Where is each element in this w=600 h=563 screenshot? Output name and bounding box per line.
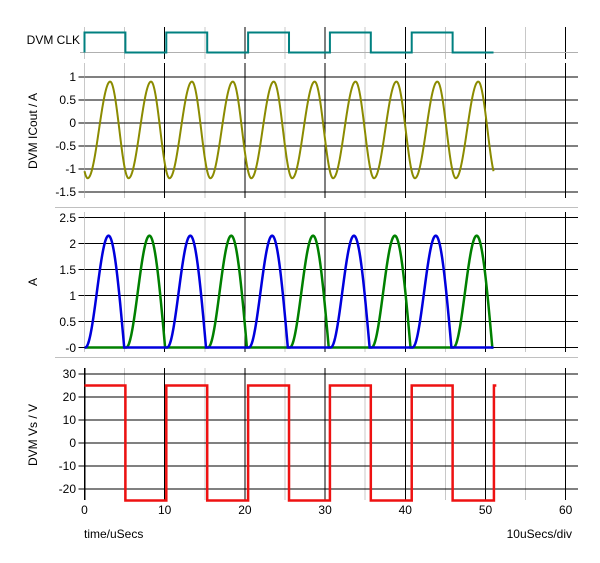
y-tick-label-a: 1.5 [59, 262, 76, 277]
y-tick-label-icout: 0 [69, 116, 76, 130]
clk-waveform [83, 31, 494, 54]
y-tick-label-icout: 1 [69, 70, 76, 84]
x-tick-label: 30 [318, 503, 332, 517]
y-tick-label-a: 1 [69, 288, 76, 303]
x-tick-label: 0 [81, 503, 88, 517]
plot-area-vs[interactable] [85, 368, 578, 500]
x-axis-scale-per-div: 10uSecs/div [506, 527, 572, 541]
y-tick-label-vs: 0 [69, 436, 76, 450]
y-tick-label-vs: -10 [58, 459, 76, 473]
y-tick-label-a: -0 [65, 340, 76, 355]
y-tick-label-vs: 20 [62, 390, 76, 404]
icout-waveform [83, 80, 495, 180]
plot-hit-areas [85, 27, 578, 500]
x-tick-label: 10 [158, 503, 172, 517]
x-tick-label: 60 [559, 503, 573, 517]
x-tick-label: 50 [478, 503, 493, 517]
plot-area-clk[interactable] [85, 27, 578, 59]
y-tick-label-icout: -1.5 [55, 185, 76, 199]
plot-clk-label: DVM CLK [26, 33, 80, 47]
plot-area-icout[interactable] [85, 63, 578, 198]
grid [55, 27, 578, 500]
y-tick-label-vs: -20 [58, 482, 76, 496]
plot-area-a[interactable] [85, 212, 578, 352]
y-tick-label-vs: 30 [62, 367, 76, 381]
waveforms [83, 31, 497, 502]
y-tick-label-a: 2 [69, 236, 76, 251]
x-axis-title: time/uSecs [84, 527, 144, 541]
a-blue-waveform [84, 234, 494, 349]
x-tick-label: 20 [238, 503, 252, 517]
y-tick-label-vs: 10 [62, 413, 76, 427]
y-tick-label-a: 2.5 [59, 210, 76, 225]
y-tick-label-icout: -1 [65, 162, 76, 176]
x-tick-label: 40 [398, 503, 412, 517]
y-tick-label-icout: 0.5 [59, 93, 76, 107]
y-tick-label-icout: -0.5 [55, 139, 76, 153]
plot-vs-axis-label: DVM Vs / V [26, 404, 40, 467]
vs-waveform [84, 384, 497, 502]
y-tick-label-a: 0.5 [59, 314, 76, 329]
